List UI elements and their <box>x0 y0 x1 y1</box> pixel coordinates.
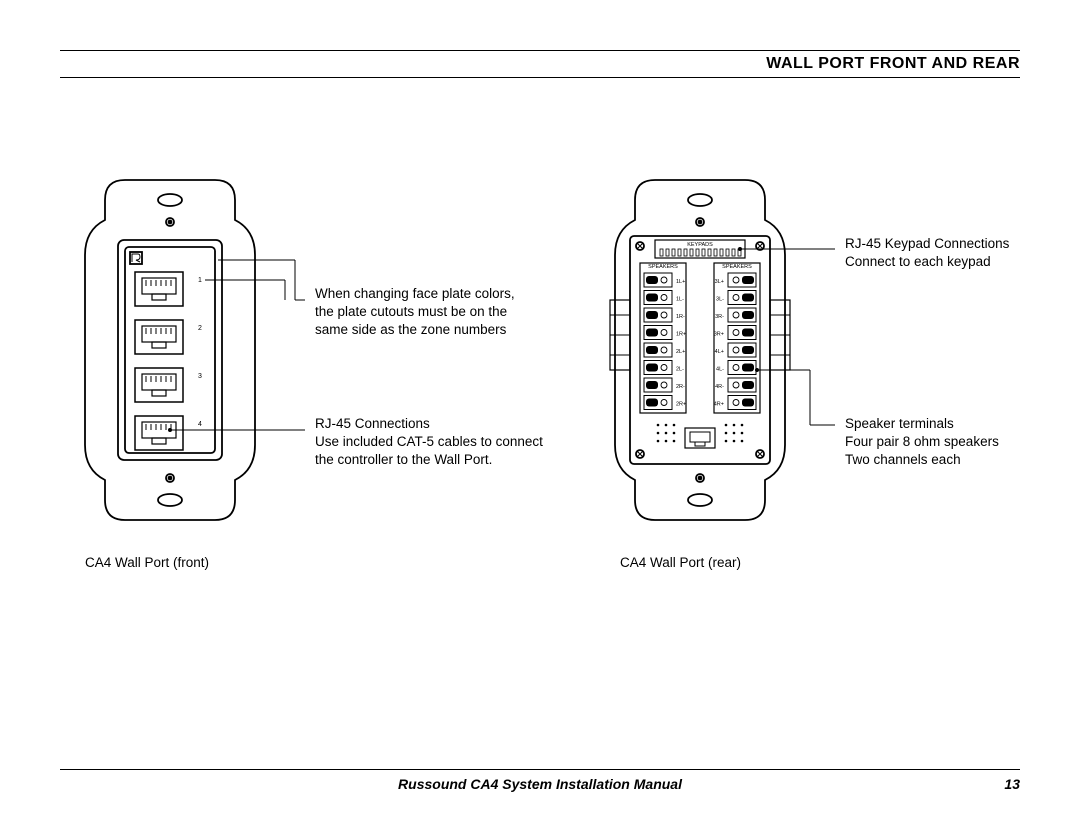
rear-callout-1: RJ-45 Keypad Connections Connect to each… <box>845 235 1009 271</box>
footer-title: Russound CA4 System Installation Manual <box>60 776 1020 792</box>
header-title: WALL PORT FRONT AND REAR <box>766 55 1020 72</box>
rear-caption: CA4 Wall Port (rear) <box>620 555 741 570</box>
footer-page-number: 13 <box>1004 776 1020 792</box>
rear-callout-2: Speaker terminals Four pair 8 ohm speake… <box>845 415 999 470</box>
page-header: WALL PORT FRONT AND REAR <box>60 50 1020 78</box>
front-callout-2: RJ-45 Connections Use included CAT-5 cab… <box>315 415 543 470</box>
front-leaders <box>70 160 570 540</box>
front-callout-1: When changing face plate colors, the pla… <box>315 285 515 340</box>
diagram-area: 1234 When changing face plate colors, th… <box>60 160 1020 590</box>
rear-leaders <box>600 160 1060 540</box>
page-footer: Russound CA4 System Installation Manual … <box>60 769 1020 792</box>
front-caption: CA4 Wall Port (front) <box>85 555 209 570</box>
